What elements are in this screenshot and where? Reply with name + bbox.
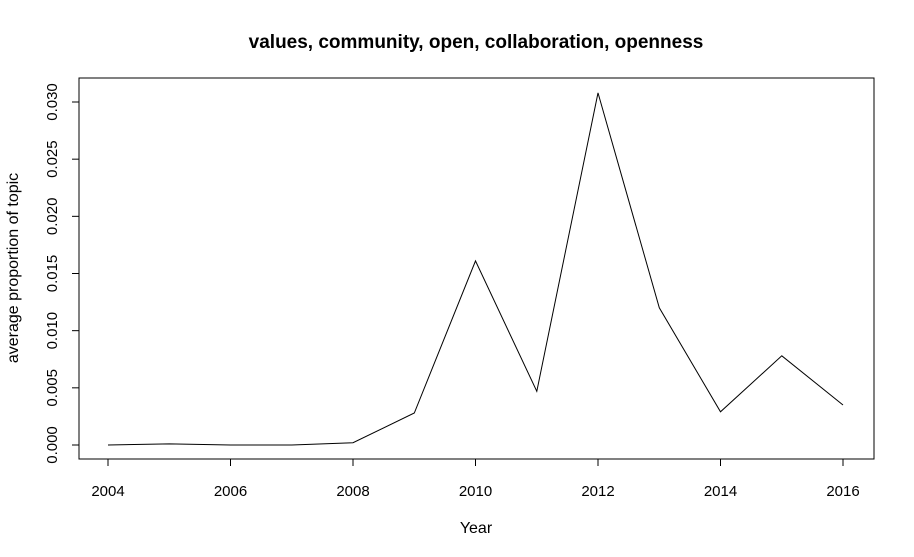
chart-title: values, community, open, collaboration, … bbox=[249, 32, 704, 53]
x-tick-label: 2012 bbox=[581, 483, 614, 500]
y-tick-label: 0.015 bbox=[44, 255, 61, 293]
y-tick-label: 0.020 bbox=[44, 198, 61, 236]
y-axis: 0.000 0.005 0.010 0.015 0.020 0.025 0.030 bbox=[44, 83, 80, 464]
y-tick-label: 0.010 bbox=[44, 312, 61, 350]
x-tick-label: 2004 bbox=[91, 483, 124, 500]
x-tick-label: 2014 bbox=[704, 483, 737, 500]
series-layer bbox=[107, 92, 844, 446]
x-tick-label: 2006 bbox=[214, 483, 247, 500]
x-tick-label: 2016 bbox=[826, 483, 859, 500]
x-axis-title: Year bbox=[460, 520, 493, 537]
x-tick-label: 2010 bbox=[459, 483, 492, 500]
y-tick-label: 0.030 bbox=[44, 83, 61, 121]
y-tick-label: 0.025 bbox=[44, 140, 61, 178]
x-axis: 2004 2006 2008 2010 2012 2014 2016 bbox=[91, 458, 860, 500]
series-line bbox=[107, 92, 844, 446]
y-axis-title: average proportion of topic bbox=[5, 173, 22, 363]
y-tick-label: 0.000 bbox=[44, 426, 61, 464]
x-tick-label: 2008 bbox=[336, 483, 369, 500]
plot-frame bbox=[78, 77, 875, 460]
y-tick-label: 0.005 bbox=[44, 369, 61, 407]
